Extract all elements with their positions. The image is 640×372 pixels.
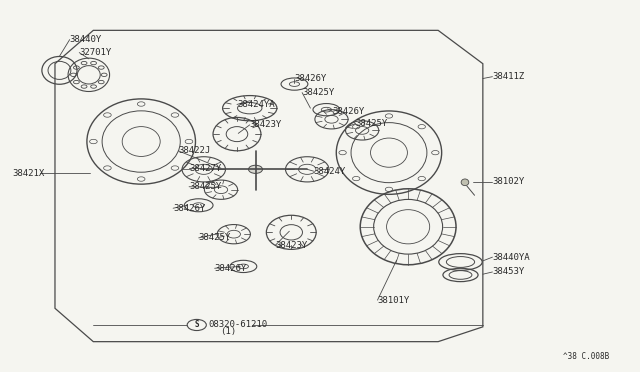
Text: 38424Y: 38424Y <box>314 167 346 176</box>
Text: 38421X: 38421X <box>12 169 44 177</box>
Text: 38424YA: 38424YA <box>237 100 275 109</box>
Text: 38411Z: 38411Z <box>492 72 525 81</box>
Text: 32701Y: 32701Y <box>79 48 111 57</box>
Text: 38426Y: 38426Y <box>214 264 247 273</box>
Text: 38422J: 38422J <box>178 146 211 155</box>
Text: 38423Y: 38423Y <box>250 121 282 129</box>
Text: ^38 C.008B: ^38 C.008B <box>563 352 609 361</box>
Text: (1): (1) <box>220 327 236 336</box>
Text: 38101Y: 38101Y <box>378 296 410 305</box>
Text: 38426Y: 38426Y <box>294 74 326 83</box>
Ellipse shape <box>461 179 468 186</box>
Text: 38425Y: 38425Y <box>198 233 231 243</box>
Text: 38102Y: 38102Y <box>492 177 525 186</box>
Text: 38453Y: 38453Y <box>492 267 525 276</box>
Text: 38425Y: 38425Y <box>355 119 387 128</box>
Text: 38425Y: 38425Y <box>189 182 221 191</box>
Text: 38423Y: 38423Y <box>275 241 308 250</box>
Text: 38426Y: 38426Y <box>173 204 205 213</box>
Text: 38425Y: 38425Y <box>302 88 334 97</box>
Text: 38440Y: 38440Y <box>70 35 102 44</box>
Text: 08320-61210: 08320-61210 <box>208 321 268 330</box>
Text: 38426Y: 38426Y <box>333 108 365 116</box>
Text: 38440YA: 38440YA <box>492 253 530 262</box>
Text: S: S <box>195 321 199 330</box>
Ellipse shape <box>248 165 262 173</box>
Text: 38427Y: 38427Y <box>189 164 221 173</box>
